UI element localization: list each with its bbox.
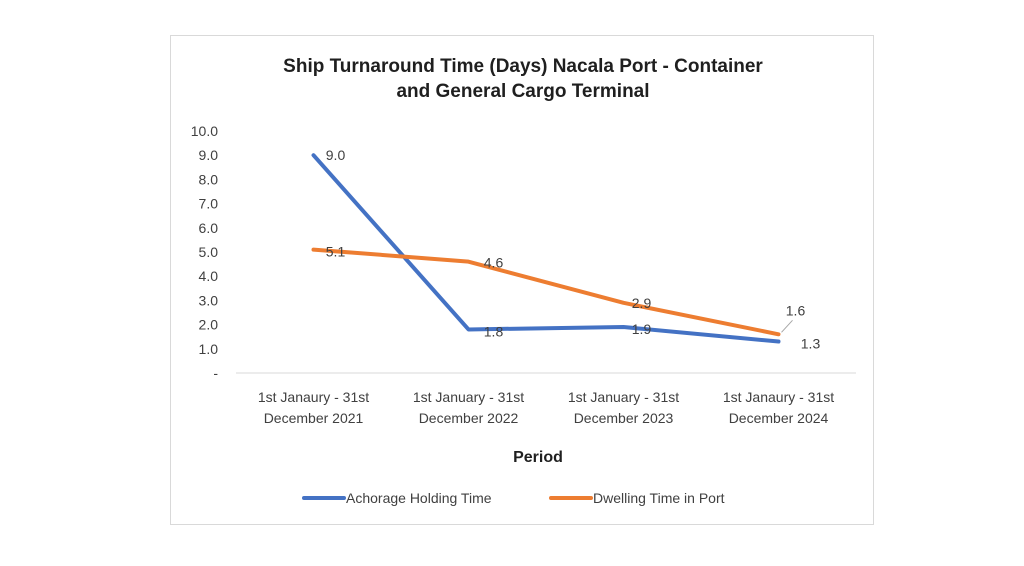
series-line-1 xyxy=(311,247,781,337)
x-category-label: December 2022 xyxy=(419,410,519,426)
x-category-label: 1st January - 31st xyxy=(568,389,679,405)
x-category-label: 1st Janaury - 31st xyxy=(258,389,369,405)
x-category-label: December 2021 xyxy=(264,410,364,426)
x-category-label: 1st January - 31st xyxy=(413,389,524,405)
x-axis-title: Period xyxy=(513,449,563,466)
data-label: 1.3 xyxy=(801,336,821,352)
x-category-label: 1st Janaury - 31st xyxy=(723,389,834,405)
data-label: 5.1 xyxy=(326,244,346,260)
x-category-label: December 2023 xyxy=(574,410,674,426)
y-tick-label: 5.0 xyxy=(199,244,219,260)
y-tick-label: 6.0 xyxy=(199,220,219,236)
data-label-leader-line xyxy=(781,319,793,333)
y-tick-label: 2.0 xyxy=(199,317,219,333)
chart-frame: Ship Turnaround Time (Days) Nacala Port … xyxy=(170,35,874,525)
series-line-0 xyxy=(311,153,781,344)
x-category-label: December 2024 xyxy=(729,410,829,426)
y-tick-label: 3.0 xyxy=(199,292,219,308)
y-tick-label: 4.0 xyxy=(199,268,219,284)
chart-title-line: and General Cargo Terminal xyxy=(396,81,649,102)
chart-title-line: Ship Turnaround Time (Days) Nacala Port … xyxy=(283,56,763,77)
data-label: 1.6 xyxy=(786,302,806,318)
data-label: 1.8 xyxy=(484,323,504,339)
line-chart: Ship Turnaround Time (Days) Nacala Port … xyxy=(191,56,856,506)
data-label: 9.0 xyxy=(326,147,346,163)
y-tick-label: 7.0 xyxy=(199,196,219,212)
legend-label: Dwelling Time in Port xyxy=(593,490,725,506)
legend-label: Achorage Holding Time xyxy=(346,490,492,506)
y-tick-label: - xyxy=(213,365,218,381)
y-tick-label: 9.0 xyxy=(199,147,219,163)
y-tick-label: 1.0 xyxy=(199,341,219,357)
y-tick-label: 10.0 xyxy=(191,123,218,139)
data-label: 4.6 xyxy=(484,255,504,271)
data-label: 2.9 xyxy=(632,295,652,311)
data-label: 1.9 xyxy=(632,321,652,337)
y-tick-label: 8.0 xyxy=(199,171,219,187)
